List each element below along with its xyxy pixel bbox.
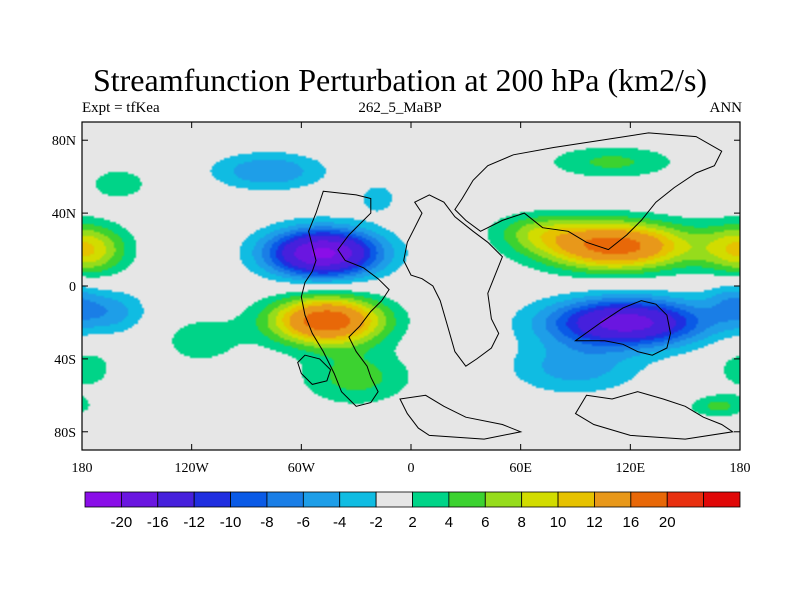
colorbar-swatch [339,491,377,508]
y-tick-label: 40S [54,353,76,368]
y-tick-label: 80S [54,426,76,441]
coastline-0 [300,190,390,407]
streamfunction-field [82,122,740,450]
coastline-3 [399,394,523,440]
colorbar-swatch [448,491,486,508]
colorbar-swatch [666,491,705,508]
colorbar-label: -10 [220,514,242,531]
colorbar-label: 6 [481,514,489,531]
colorbar-label: 16 [622,514,639,531]
colorbar-swatch [302,491,341,508]
axis-layer: 180 120W 60W 0 60E 120E 180 80N 40N 0 40S 80S [52,122,751,476]
y-tick-label: 40N [52,207,76,222]
y-tick-label: 80N [52,134,76,149]
colorbar-swatch [412,491,450,508]
colorbar-label: 2 [408,514,416,531]
colorbar-label: -6 [297,514,310,531]
colorbar-swatch [594,491,632,508]
x-tick-label: 60E [509,461,532,476]
colorbar-label: 20 [659,514,676,531]
colorbar-label: 12 [586,514,603,531]
colorbar-label: 10 [550,514,567,531]
colorbar-label: -4 [333,514,346,531]
x-tick-label: 180 [72,461,93,476]
colorbar-swatch [521,491,559,508]
colorbar-swatch [193,491,231,508]
colorbar: -20 -16 -12 -10 -8 -6 -4 -2 2 4 6 8 10 12 16 20 [84,491,741,531]
coastline-6 [574,391,735,440]
x-tick-label: 180 [730,461,751,476]
colorbar-label: 8 [517,514,525,531]
colorbar-label: -2 [369,514,382,531]
coastline-5 [297,354,332,385]
colorbar-swatch [630,491,668,508]
coastline-1 [403,194,503,367]
colorbar-swatch [557,491,595,508]
colorbar-swatch [120,491,159,508]
x-tick-label: 0 [408,461,415,476]
coastline-layer [297,132,735,440]
colorbar-swatch [703,491,741,508]
colorbar-swatch [375,491,413,508]
x-tick-label: 120W [175,461,210,476]
coastline-2 [454,132,723,251]
colorbar-swatch [266,491,304,508]
season-label: ANN [709,100,743,116]
colorbar-label: -8 [260,514,273,531]
map-area [82,122,740,450]
coastline-4 [573,300,672,356]
colorbar-label: -12 [183,514,205,531]
experiment-label: Expt = tfKea [82,100,160,116]
x-tick-label: 120E [616,461,646,476]
colorbar-swatch [84,491,122,508]
run-id-label: 262_5_MaBP [358,100,442,116]
colorbar-label: -20 [111,514,133,531]
colorbar-label: -16 [147,514,169,531]
colorbar-swatch [230,491,268,508]
y-tick-label: 0 [69,280,76,295]
x-tick-label: 60W [288,461,316,476]
colorbar-swatch [484,491,523,508]
colorbar-label: 4 [445,514,453,531]
plot-title: Streamfunction Perturbation at 200 hPa (… [92,62,708,98]
colorbar-swatch [157,491,195,508]
